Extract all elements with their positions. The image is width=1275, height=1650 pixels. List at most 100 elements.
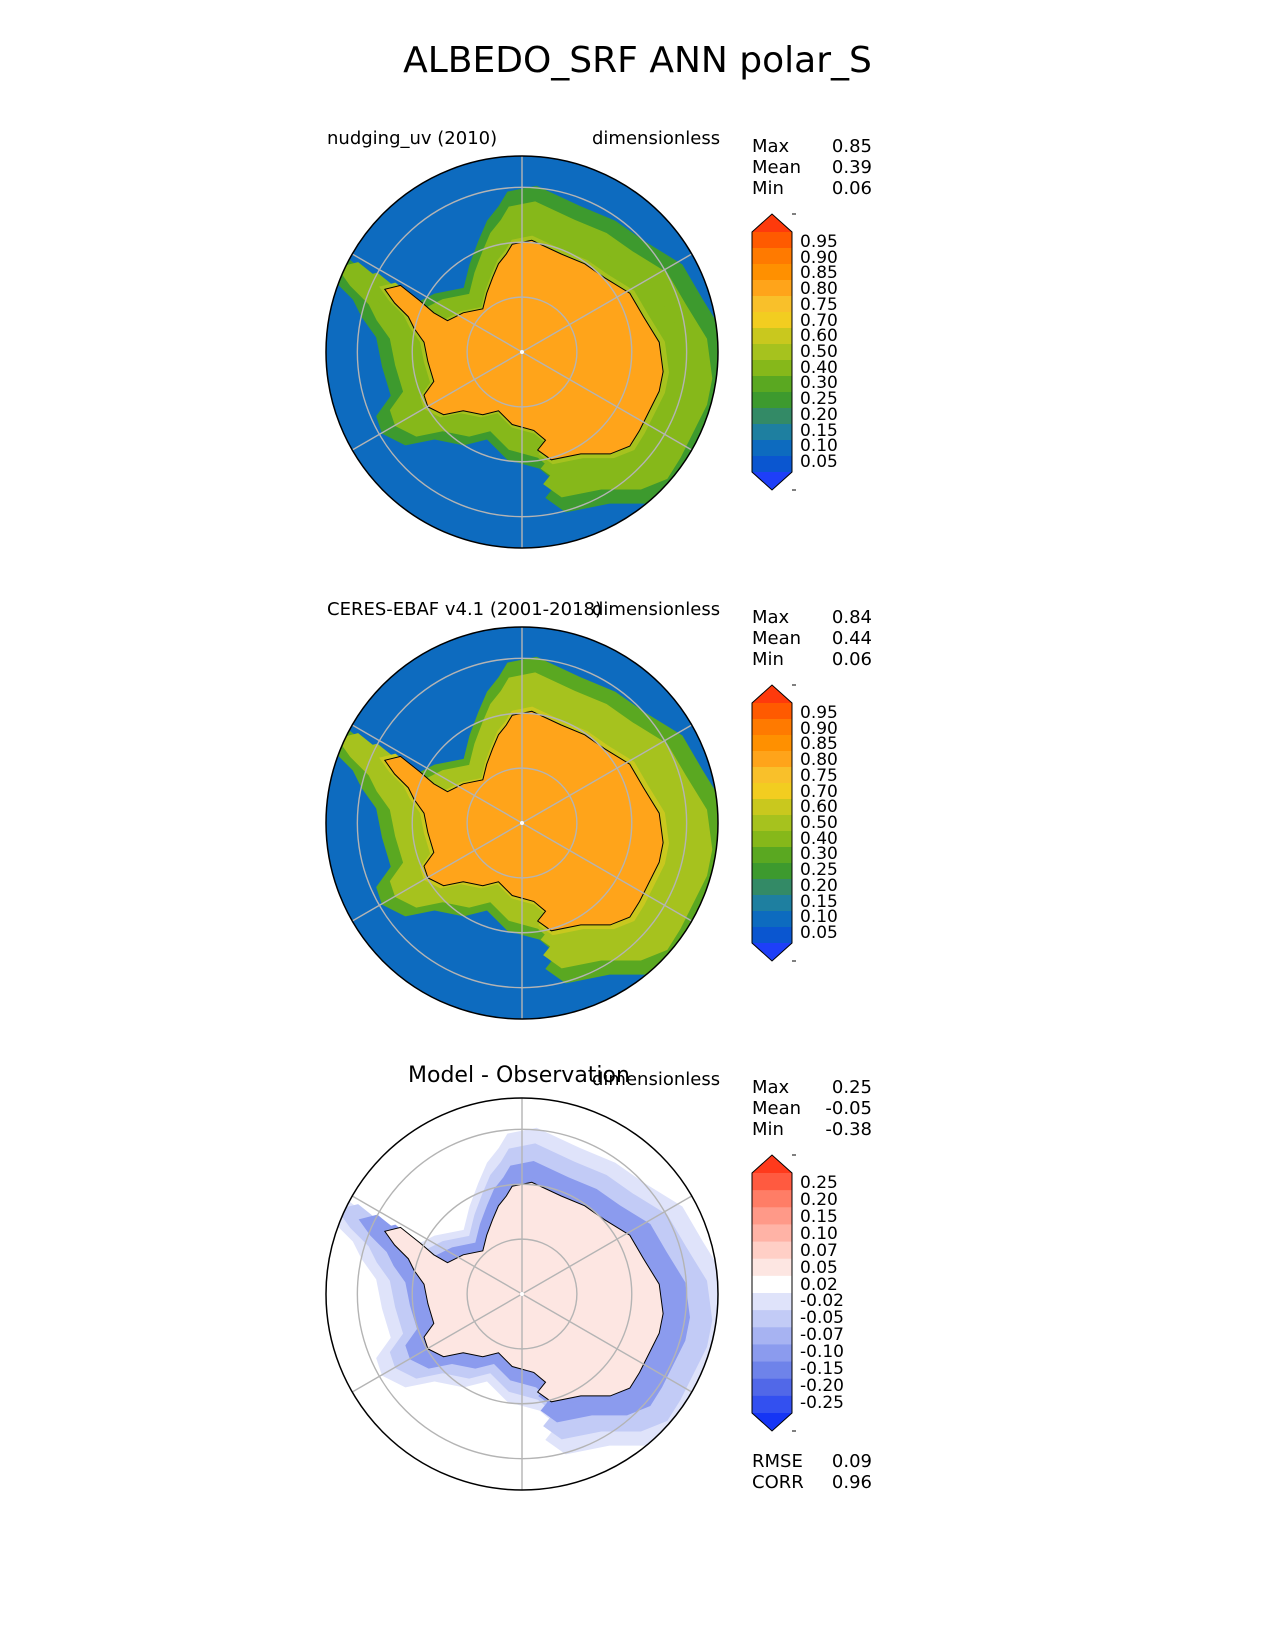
colorbar-bin xyxy=(752,1241,792,1260)
stat-label-mean: Mean xyxy=(752,1098,802,1119)
colorbar-tick-label: 0.15 xyxy=(800,1206,838,1227)
graticule xyxy=(351,1098,693,1490)
colorbar-tick-label: 0.15 xyxy=(800,420,838,441)
colorbar-extension-bottom xyxy=(752,1413,792,1431)
colorbar-bin xyxy=(752,296,792,313)
colorbar-bin xyxy=(752,815,792,832)
colorbar-tick-label: 0.85 xyxy=(800,263,838,284)
colorbar-bin xyxy=(752,927,792,944)
colorbar-tick-label: -0.10 xyxy=(800,1342,844,1363)
colorbar-bin xyxy=(752,831,792,848)
meridian-line xyxy=(351,253,523,353)
colorbar-tick-label: 0.85 xyxy=(800,734,838,755)
colorbar-tick-label: 0.10 xyxy=(800,1223,838,1244)
colorbar-1 xyxy=(751,213,796,491)
colorbar-bin xyxy=(752,280,792,297)
antarctica-field xyxy=(384,711,664,931)
polar-map-panel-3 xyxy=(325,1097,719,1491)
colorbar-outline xyxy=(751,1154,793,1432)
colorbar-tick-label: 0.50 xyxy=(800,342,838,362)
graticule xyxy=(351,627,693,1019)
colorbar-extension-bottom xyxy=(752,943,792,961)
map-field xyxy=(326,156,718,548)
map-field xyxy=(326,627,718,1019)
colorbar-tick-label: 0.25 xyxy=(800,1173,838,1193)
stat-label-corr: CORR xyxy=(752,1472,804,1493)
colorbar-tick-label: 0.70 xyxy=(800,781,838,802)
meridian-line xyxy=(521,253,693,353)
stat-value-min: 0.06 xyxy=(831,649,872,670)
stat-value-min: 0.06 xyxy=(831,178,872,199)
stat-label-max: Max xyxy=(752,136,790,157)
colorbar-tick-label: 0.02 xyxy=(800,1274,838,1295)
colorbar-tick-label: -0.15 xyxy=(800,1359,844,1380)
colorbar-tick-label: 0.25 xyxy=(800,389,838,410)
colorbar-bin xyxy=(752,1224,792,1243)
colorbar-tick-label: 0.95 xyxy=(800,703,838,723)
panel-title-center: Model - Observation xyxy=(408,1063,630,1088)
polar-map-panel-2 xyxy=(325,626,719,1020)
stat-value-mean: 0.44 xyxy=(831,628,872,649)
map-field xyxy=(326,1098,718,1490)
colorbar-tick-label: 0.90 xyxy=(800,247,838,268)
colorbar-outline xyxy=(751,213,793,491)
colorbar-tick-label: 0.05 xyxy=(800,452,838,472)
map-boundary xyxy=(325,1097,719,1491)
meridian-line xyxy=(351,724,523,824)
colorbar-tick-label: -0.07 xyxy=(800,1325,844,1346)
colorbar-bin xyxy=(752,1395,792,1414)
figure-title: ALBEDO_SRF ANN polar_S xyxy=(403,40,872,81)
antarctica-field xyxy=(384,1182,664,1402)
colorbar-tick-label: 0.60 xyxy=(800,797,838,818)
graticule xyxy=(351,156,693,548)
meridian-line xyxy=(351,1293,523,1393)
colorbar-tick-label: 0.60 xyxy=(800,326,838,347)
meridian-line xyxy=(521,351,693,451)
colorbar-tick-label: 0.90 xyxy=(800,718,838,739)
meridian-line xyxy=(521,822,693,922)
colorbar-tick-label: -0.20 xyxy=(800,1376,844,1397)
colorbar-tick-label: 0.70 xyxy=(800,310,838,331)
colorbar-bin xyxy=(752,879,792,896)
colorbar-bin xyxy=(752,408,792,425)
colorbar-bin xyxy=(752,264,792,281)
colorbar-bin xyxy=(752,895,792,912)
colorbar-tick-label: 0.05 xyxy=(800,923,838,943)
stat-value-max: 0.84 xyxy=(831,607,872,628)
colorbar-bin xyxy=(752,344,792,361)
colorbar-bin xyxy=(752,392,792,409)
colorbar-bin xyxy=(752,328,792,345)
stat-value-rmse: 0.09 xyxy=(831,1451,872,1472)
stat-label-min: Min xyxy=(752,178,784,199)
stat-value-max: 0.85 xyxy=(831,136,872,157)
map-boundary xyxy=(325,626,719,1020)
panel-title-right: dimensionless xyxy=(592,128,721,149)
colorbar-tick-label: 0.80 xyxy=(800,750,838,771)
colorbar-bin xyxy=(752,1327,792,1345)
colorbar-bin xyxy=(752,847,792,864)
coastline xyxy=(383,1181,664,1403)
colorbar-extension-top xyxy=(752,685,792,703)
colorbar-bin xyxy=(752,456,792,473)
colorbar-bin xyxy=(752,1310,792,1328)
stat-value-mean: 0.39 xyxy=(831,157,872,178)
meridian-line xyxy=(351,351,523,451)
colorbar-bin xyxy=(752,1275,792,1294)
meridian-line xyxy=(521,1195,693,1295)
colorbar-tick-label: 0.40 xyxy=(800,828,838,849)
colorbar-bin xyxy=(752,1258,792,1277)
colorbar-tick-label: 0.80 xyxy=(800,279,838,300)
colorbar-tick-label: 0.07 xyxy=(800,1240,838,1261)
colorbar-tick-label: 0.20 xyxy=(800,404,838,425)
colorbar-tick-label: 0.10 xyxy=(800,907,838,928)
colorbar-tick-label: 0.75 xyxy=(800,294,838,315)
colorbar-tick-label: -0.02 xyxy=(800,1291,844,1312)
pole-marker xyxy=(520,821,524,825)
stat-value-corr: 0.96 xyxy=(831,1472,872,1493)
colorbar-bin xyxy=(752,440,792,457)
map-boundary xyxy=(325,155,719,549)
colorbar-bin xyxy=(752,703,792,720)
colorbar-extension-top xyxy=(752,214,792,232)
colorbar-tick-label: 0.10 xyxy=(800,436,838,457)
